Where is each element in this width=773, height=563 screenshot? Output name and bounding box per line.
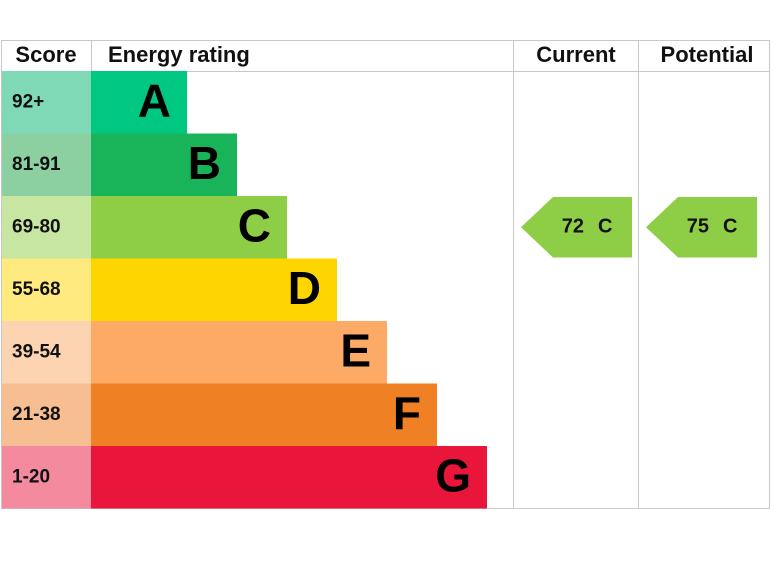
score-range: 69-80	[12, 216, 61, 237]
band-letter: A	[138, 74, 171, 126]
band-letter: B	[188, 137, 221, 189]
rating-band	[91, 196, 287, 259]
score-range: 21-38	[12, 404, 61, 425]
score-range: 39-54	[12, 341, 61, 362]
potential-band: C	[723, 216, 737, 238]
rating-band	[91, 446, 487, 509]
rating-band	[91, 133, 237, 196]
score-range: 1-20	[12, 466, 50, 487]
potential-score: 75	[687, 216, 709, 238]
band-letter: G	[435, 449, 471, 501]
score-cell	[2, 133, 91, 196]
score-cell	[2, 258, 91, 321]
rating-band	[91, 383, 437, 446]
potential-header: Potential	[661, 42, 754, 67]
potential-arrow	[646, 197, 757, 258]
band-letter: D	[288, 262, 321, 314]
score-header: Score	[15, 42, 76, 67]
current-header: Current	[536, 42, 616, 67]
rating-band	[91, 258, 337, 321]
score-cell	[2, 71, 91, 134]
rating-header: Energy rating	[108, 42, 250, 67]
score-range: 92+	[12, 91, 44, 112]
score-cell	[2, 196, 91, 259]
band-letter: E	[340, 324, 371, 376]
band-letter: F	[393, 387, 421, 439]
score-cell	[2, 321, 91, 384]
current-band: C	[598, 216, 612, 238]
score-range: 81-91	[12, 154, 61, 175]
rating-band	[91, 71, 187, 134]
rating-band	[91, 321, 387, 384]
score-cell	[2, 383, 91, 446]
current-arrow	[521, 197, 632, 258]
score-range: 55-68	[12, 279, 61, 300]
score-cell	[2, 446, 91, 509]
current-score: 72	[562, 216, 584, 238]
band-letter: C	[238, 199, 271, 251]
